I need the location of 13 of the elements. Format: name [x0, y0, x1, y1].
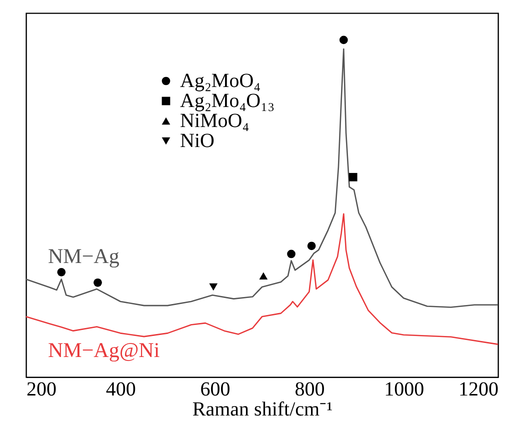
legend-label: Ag₂Mo₄O₁₃ — [180, 90, 275, 112]
x-tick-label: 800 — [294, 378, 325, 400]
x-axis-title: Raman shift/cm⁻¹ — [192, 398, 333, 420]
legend-label: NiO — [180, 130, 214, 152]
series-label: NM−Ag — [48, 244, 120, 268]
x-tick-label: 600 — [200, 378, 230, 400]
series-label: NM−Ag@Ni — [48, 338, 160, 362]
legend-label: NiMoO₄ — [180, 110, 250, 132]
legend-label: Ag₂MoO₄ — [180, 70, 261, 92]
x-tick-label: 400 — [106, 378, 136, 400]
x-tick-label: 1000 — [384, 378, 424, 400]
x-tick-label: 200 — [26, 378, 56, 400]
x-tick-label: 1200 — [458, 378, 498, 400]
